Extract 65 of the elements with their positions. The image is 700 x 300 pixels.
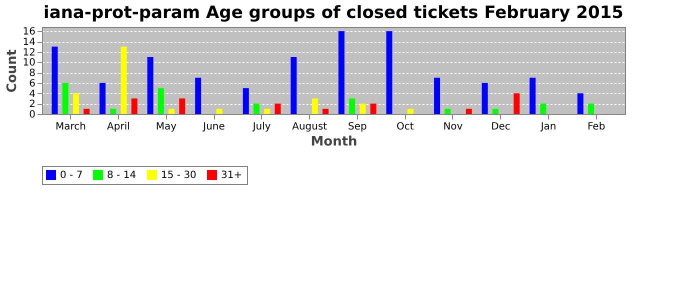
bar [179, 98, 186, 114]
bar [482, 82, 488, 114]
bar [338, 31, 344, 114]
bar [84, 108, 90, 114]
x-tick-label: August [292, 122, 328, 132]
bar [131, 98, 138, 114]
bar [195, 78, 202, 114]
bar [349, 98, 356, 114]
bar [370, 104, 376, 114]
bar [147, 57, 154, 114]
x-tick-label: July [252, 122, 271, 132]
bar [290, 57, 297, 114]
bar [434, 78, 440, 114]
y-tick-label: 10 [22, 58, 36, 69]
legend-label: 31+ [221, 170, 242, 181]
bar [254, 104, 260, 114]
bar [62, 82, 68, 114]
bar [322, 108, 329, 114]
x-tick-label: Feb [587, 122, 606, 132]
x-tick-label: May [156, 122, 177, 132]
x-tick-label: Nov [443, 122, 463, 132]
x-tick-label: April [107, 122, 130, 132]
bar [120, 46, 127, 114]
x-tick-label: March [55, 122, 86, 132]
y-tick-label: 14 [22, 37, 36, 48]
bar [540, 104, 546, 114]
bar [158, 88, 164, 114]
bar [530, 78, 536, 114]
y-tick-label: 0 [29, 110, 36, 120]
y-tick-label: 2 [29, 99, 36, 110]
legend-label: 15 - 30 [161, 170, 196, 181]
bar [274, 104, 281, 114]
y-axis-title: Count [4, 49, 20, 93]
bar [407, 108, 414, 114]
x-tick-label: June [202, 122, 225, 132]
bar [514, 93, 520, 114]
bar [110, 108, 116, 114]
x-tick-label: Jan [540, 122, 556, 132]
bar [264, 108, 270, 114]
bar [72, 93, 79, 114]
bar [492, 108, 498, 114]
x-tick-label: Dec [491, 122, 510, 132]
bar [588, 104, 594, 114]
x-axis-title: Month [310, 134, 358, 150]
legend-label: 8 - 14 [107, 170, 136, 181]
bar [242, 88, 249, 114]
y-tick-label: 16 [22, 26, 36, 38]
bar [312, 98, 318, 114]
bar [444, 108, 451, 114]
bar [100, 82, 106, 114]
x-tick-label: Oct [396, 122, 414, 132]
bar [360, 104, 366, 114]
bar [577, 93, 584, 114]
bar [216, 108, 222, 114]
x-tick-label: Sep [348, 122, 367, 132]
y-tick-label: 12 [22, 47, 36, 58]
bar [52, 46, 58, 114]
y-tick-label: 6 [29, 78, 36, 90]
bar [466, 108, 472, 114]
legend-label: 0 - 7 [60, 170, 83, 181]
bar [168, 108, 175, 114]
y-tick-label: 4 [29, 88, 36, 100]
y-tick-label: 8 [29, 68, 36, 80]
bar [386, 31, 392, 114]
chart-title: iana-prot-param Age groups of closed tickets February 2015 [44, 3, 624, 24]
